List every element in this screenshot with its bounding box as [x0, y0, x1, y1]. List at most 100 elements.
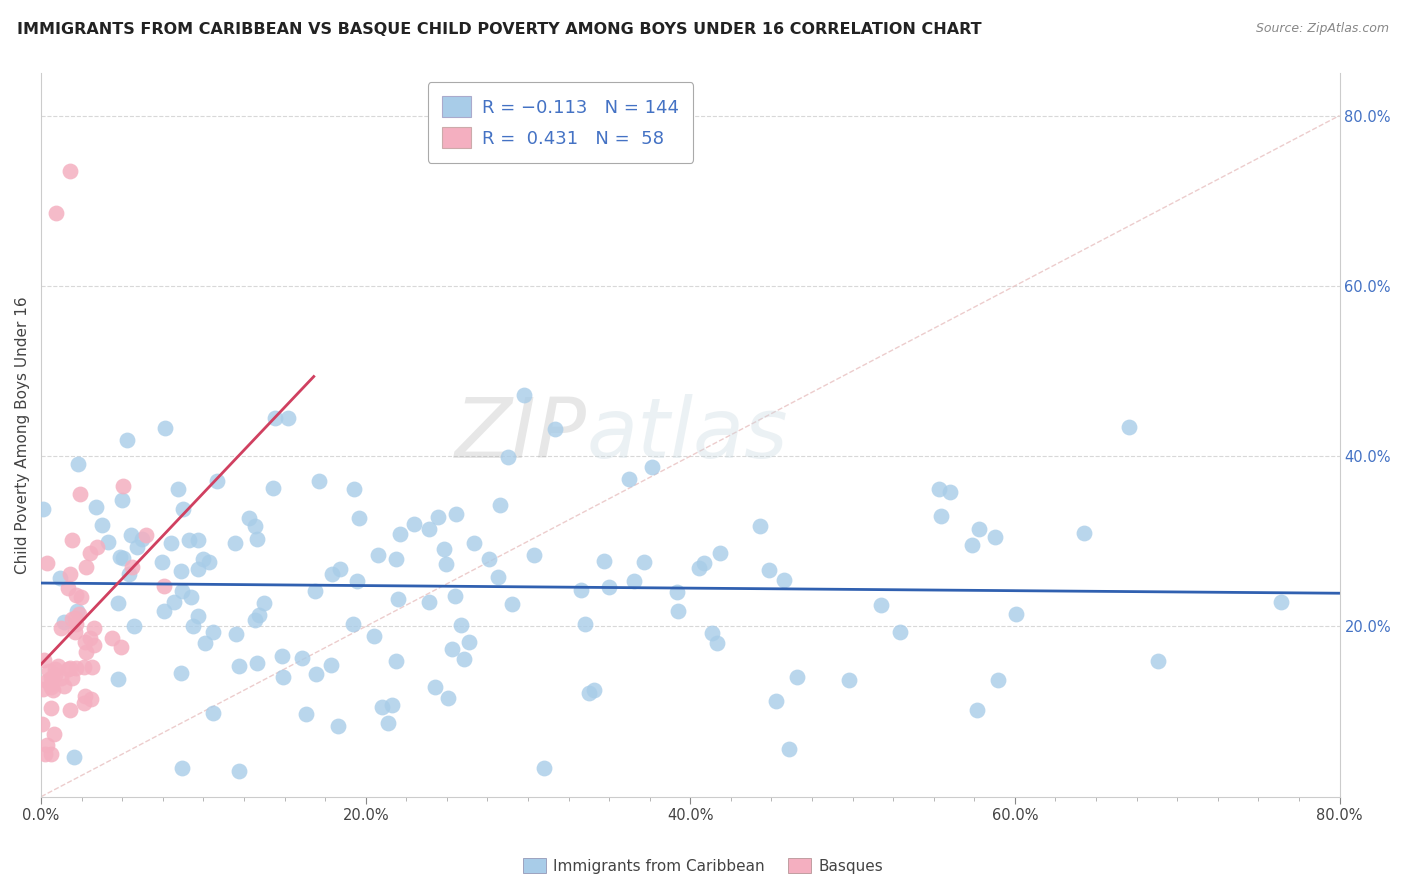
Point: [477, 552, 499, 566]
Point: [73, 659, 96, 673]
Point: [765, 694, 787, 708]
Point: [385, 552, 408, 566]
Point: [262, 481, 284, 495]
Point: [207, 474, 229, 488]
Point: [75, 560, 97, 574]
Point: [496, 450, 519, 464]
Point: [706, 636, 728, 650]
Text: IMMIGRANTS FROM CARIBBEAN VS BASQUE CHILD POVERTY AMONG BOYS UNDER 16 CORRELATIO: IMMIGRANTS FROM CARIBBEAN VS BASQUE CHIL…: [17, 22, 981, 37]
Point: [243, 519, 266, 533]
Point: [35, 673, 58, 688]
Point: [389, 526, 412, 541]
Point: [86, 541, 108, 555]
Point: [90, 517, 112, 532]
Point: [198, 556, 221, 570]
Point: [111, 493, 134, 508]
Point: [63, 611, 86, 625]
Point: [44, 662, 66, 676]
Point: [444, 589, 467, 603]
Point: [150, 555, 173, 569]
Legend: Immigrants from Caribbean, Basques: Immigrants from Caribbean, Basques: [516, 852, 890, 880]
Point: [187, 533, 209, 547]
Point: [238, 511, 260, 525]
Point: [578, 686, 600, 700]
Point: [271, 670, 294, 684]
Text: ZIP: ZIP: [454, 394, 586, 475]
Point: [308, 475, 330, 489]
Y-axis label: Child Poverty Among Boys Under 16: Child Poverty Among Boys Under 16: [15, 296, 30, 574]
Point: [1073, 526, 1095, 541]
Point: [574, 616, 596, 631]
Point: [486, 570, 509, 584]
Point: [889, 624, 911, 639]
Point: [59, 661, 82, 675]
Point: [446, 507, 468, 521]
Point: [82, 660, 104, 674]
Point: [938, 484, 960, 499]
Point: [117, 567, 139, 582]
Point: [966, 703, 988, 717]
Point: [41, 683, 63, 698]
Point: [56, 662, 79, 676]
Legend: R = −0.113   N = 144, R =  0.431   N =  58: R = −0.113 N = 144, R = 0.431 N = 58: [427, 82, 693, 162]
Point: [666, 585, 689, 599]
Point: [381, 698, 404, 712]
Point: [838, 673, 860, 687]
Point: [513, 388, 536, 402]
Point: [434, 557, 457, 571]
Point: [929, 508, 952, 523]
Point: [39, 671, 62, 685]
Point: [423, 680, 446, 694]
Point: [501, 597, 523, 611]
Point: [583, 683, 606, 698]
Point: [60, 612, 83, 626]
Point: [60, 533, 83, 547]
Point: [489, 498, 512, 512]
Point: [32, 653, 55, 667]
Point: [592, 554, 614, 568]
Point: [385, 654, 408, 668]
Point: [34, 747, 56, 761]
Point: [252, 596, 274, 610]
Point: [869, 598, 891, 612]
Point: [79, 631, 101, 645]
Point: [463, 536, 485, 550]
Point: [523, 548, 546, 562]
Point: [35, 739, 58, 753]
Point: [49, 671, 72, 685]
Point: [160, 536, 183, 550]
Point: [440, 641, 463, 656]
Point: [59, 164, 82, 178]
Point: [187, 609, 209, 624]
Point: [370, 699, 392, 714]
Point: [96, 534, 118, 549]
Point: [53, 615, 76, 629]
Point: [247, 607, 270, 622]
Point: [131, 532, 153, 546]
Point: [270, 648, 292, 663]
Point: [39, 701, 62, 715]
Point: [194, 636, 217, 650]
Point: [112, 551, 135, 566]
Point: [702, 626, 724, 640]
Point: [623, 574, 645, 588]
Point: [65, 661, 87, 675]
Point: [32, 681, 55, 696]
Point: [243, 613, 266, 627]
Point: [73, 697, 96, 711]
Point: [44, 727, 66, 741]
Point: [246, 656, 269, 670]
Point: [172, 761, 194, 775]
Point: [928, 482, 950, 496]
Point: [543, 422, 565, 436]
Point: [60, 671, 83, 685]
Point: [773, 574, 796, 588]
Point: [346, 574, 368, 588]
Point: [960, 539, 983, 553]
Point: [107, 672, 129, 686]
Point: [692, 556, 714, 570]
Point: [66, 604, 89, 618]
Point: [328, 719, 350, 733]
Point: [228, 764, 250, 778]
Point: [170, 564, 193, 578]
